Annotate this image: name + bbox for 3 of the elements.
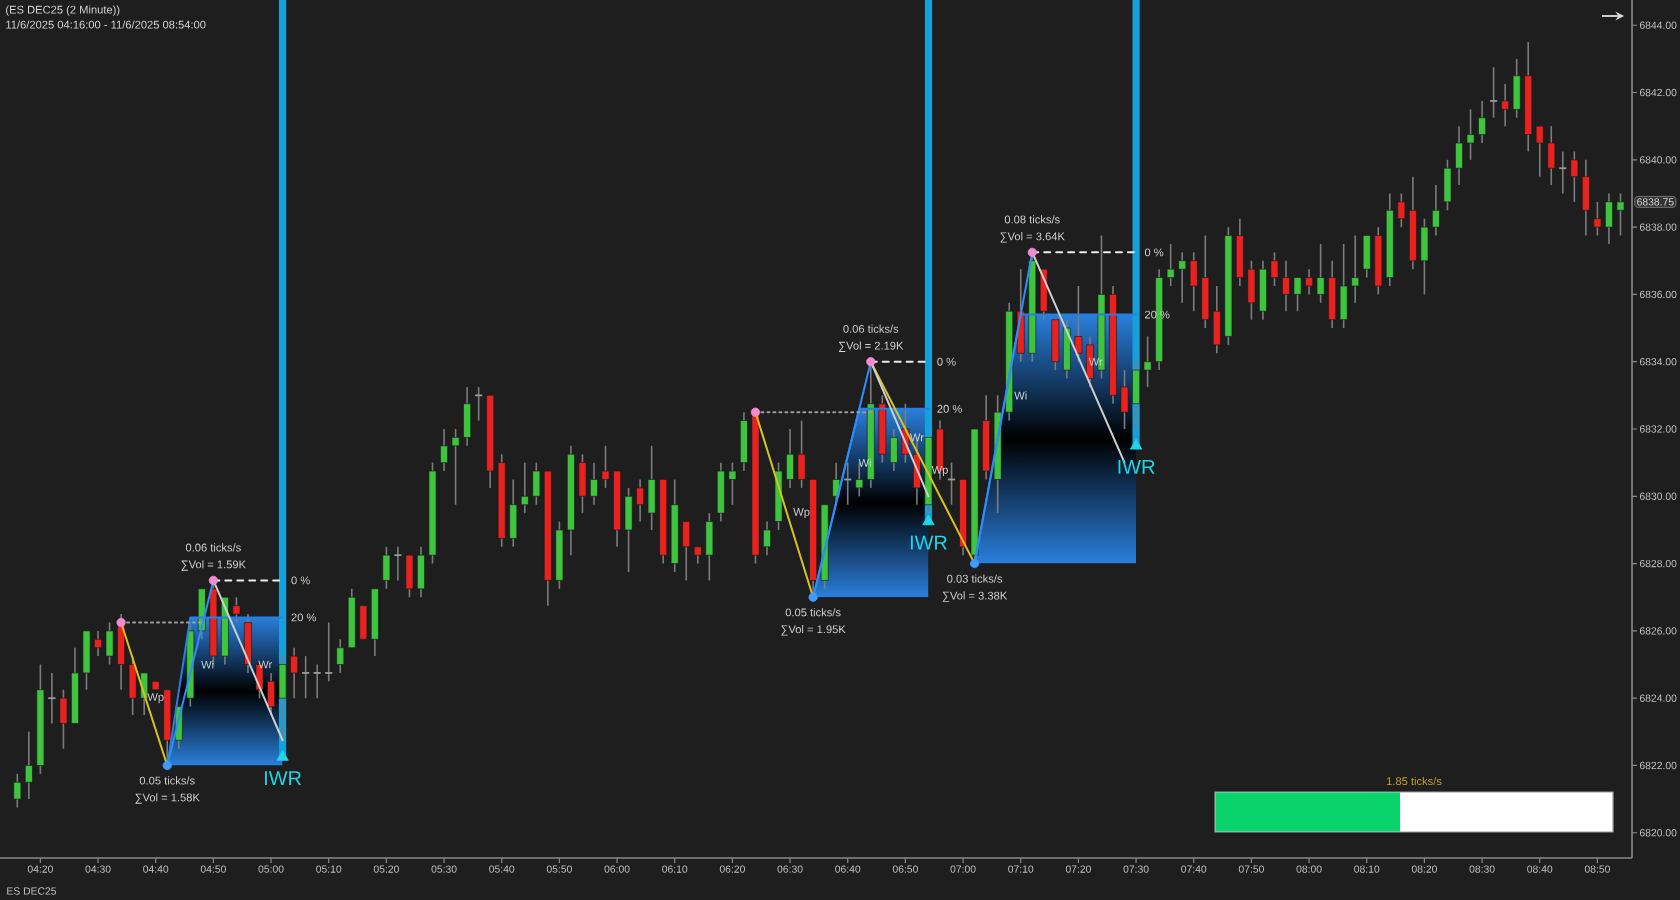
annotation: IWR <box>1118 459 1155 474</box>
annotation: IWR <box>910 535 947 550</box>
annotation: IWR <box>265 771 302 785</box>
